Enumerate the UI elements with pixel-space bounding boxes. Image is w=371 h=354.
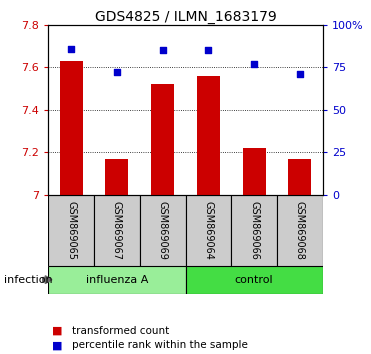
Bar (197, 76, 220, 195)
Point (160, 47, 165, 53)
Point (68, 46, 74, 51)
Text: control: control (235, 275, 273, 285)
Bar (60, 61, 82, 195)
Bar (48, 266, 186, 294)
Text: ■: ■ (52, 340, 62, 350)
Text: GSM869064: GSM869064 (203, 201, 213, 259)
Text: infection: infection (4, 275, 52, 285)
FancyArrow shape (43, 276, 52, 284)
Text: influenza A: influenza A (86, 275, 148, 285)
Text: GSM869066: GSM869066 (249, 201, 259, 259)
Bar (243, 148, 266, 195)
Bar (186, 195, 231, 266)
Bar (231, 195, 277, 266)
Bar (151, 84, 174, 195)
Point (251, 61, 257, 67)
Bar (105, 159, 128, 195)
Text: GSM869069: GSM869069 (158, 201, 168, 259)
Bar (186, 266, 323, 294)
Text: GSM869068: GSM869068 (295, 201, 305, 259)
Text: percentile rank within the sample: percentile rank within the sample (72, 340, 248, 350)
Bar (140, 195, 186, 266)
Text: GSM869065: GSM869065 (66, 201, 76, 259)
Point (114, 69, 120, 75)
Text: GSM869067: GSM869067 (112, 201, 122, 259)
Bar (94, 195, 140, 266)
Point (206, 47, 211, 53)
Bar (48, 195, 94, 266)
Bar (277, 195, 323, 266)
Bar (289, 159, 311, 195)
Point (297, 71, 303, 77)
Text: ■: ■ (52, 326, 62, 336)
Title: GDS4825 / ILMN_1683179: GDS4825 / ILMN_1683179 (95, 10, 276, 24)
Text: transformed count: transformed count (72, 326, 170, 336)
